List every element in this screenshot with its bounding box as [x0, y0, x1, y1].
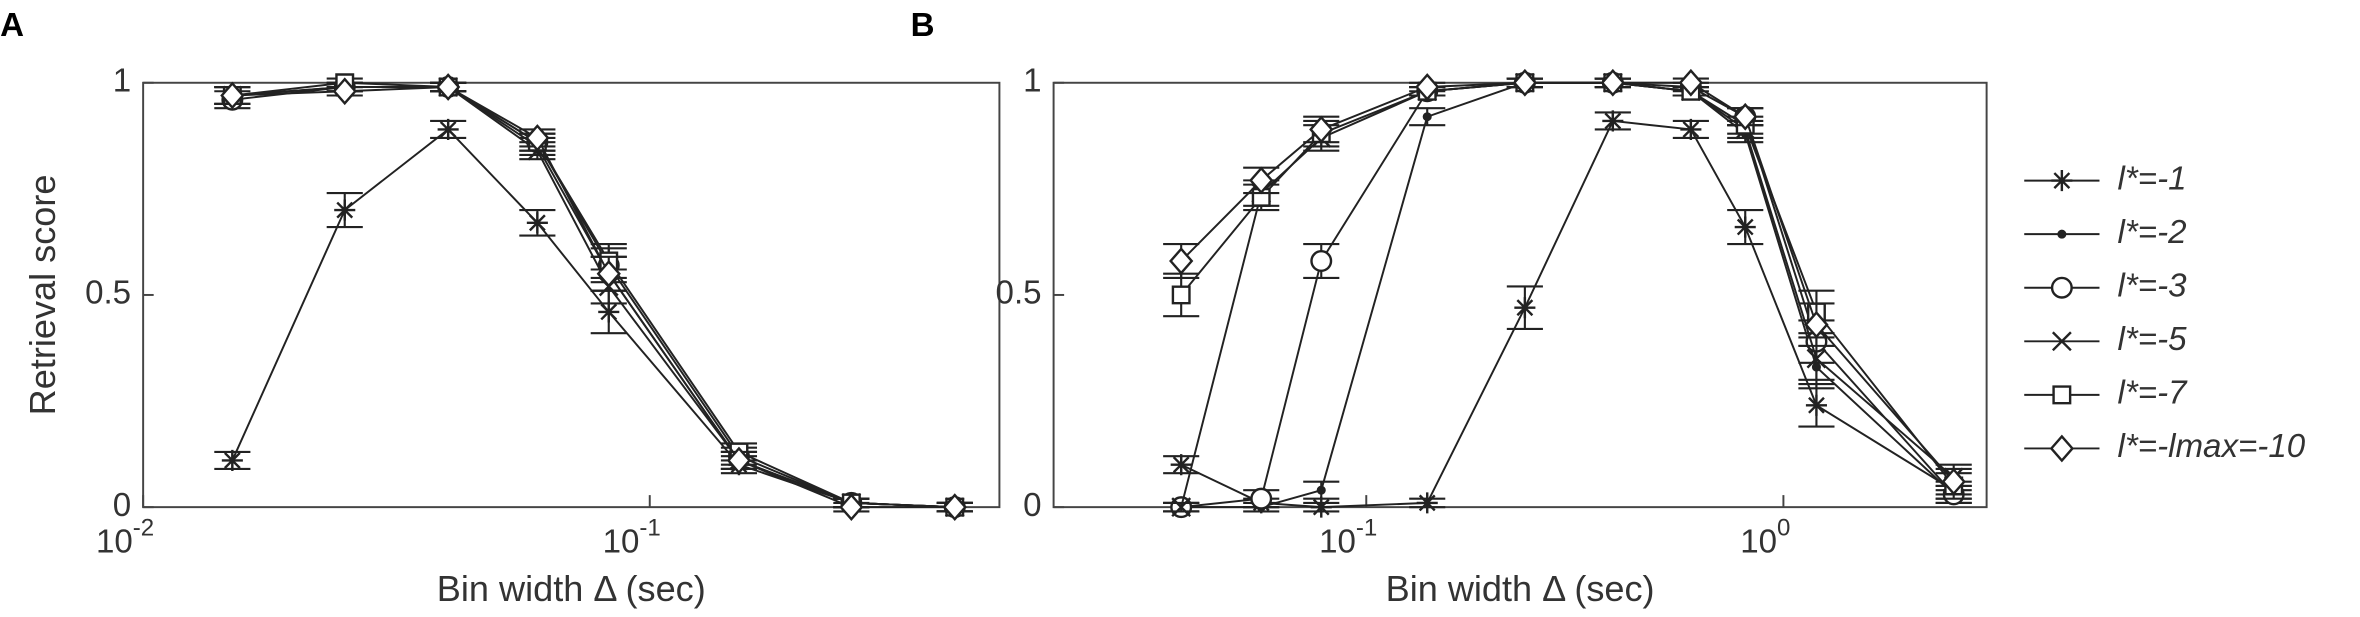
marker: [1249, 166, 1274, 195]
legend-marker: [2051, 331, 2072, 352]
marker: [1804, 310, 1829, 339]
marker: [1310, 250, 1333, 272]
y-tick-label: 0.5: [85, 275, 131, 312]
marker: [1415, 73, 1440, 101]
marker: [839, 493, 864, 522]
marker: [221, 449, 243, 471]
marker: [1941, 467, 1966, 496]
series-line: [232, 81, 955, 509]
x-tick-label: 10-1: [1319, 515, 1377, 560]
marker: [525, 124, 550, 152]
x-tick-label: 10-2: [96, 515, 154, 560]
y-tick-label: 0: [1023, 487, 1041, 524]
marker: [942, 493, 967, 522]
marker: [1310, 496, 1332, 518]
legend-label: l*=-7: [2118, 375, 2189, 412]
legend-marker: [2052, 385, 2072, 405]
y-tick-label: 0.5: [996, 275, 1042, 312]
series-line: [232, 86, 955, 509]
legend-label: l*=-2: [2118, 214, 2187, 251]
marker: [1806, 348, 1827, 369]
legend-label: l*=-lmax=-10: [2118, 428, 2306, 465]
marker: [598, 301, 620, 323]
series-line: [232, 86, 955, 509]
marker: [596, 259, 621, 288]
y-axis-label: Retrieval score: [22, 175, 63, 416]
marker: [1514, 297, 1536, 319]
marker: [1680, 118, 1702, 140]
marker: [1170, 454, 1192, 476]
marker: [1250, 487, 1273, 510]
marker: [1309, 115, 1334, 144]
plot-frame: [1052, 81, 1988, 509]
marker: [1316, 485, 1326, 495]
legend-label: l*=-1: [2118, 160, 2187, 197]
series-line: [1180, 81, 1955, 508]
panel-label: A: [0, 7, 24, 44]
series-line: [1180, 81, 1955, 483]
legend-label: l*=-5: [2118, 321, 2188, 358]
marker: [1600, 68, 1625, 97]
series-line: [1181, 81, 1955, 509]
marker: [332, 77, 357, 106]
marker: [1602, 110, 1624, 132]
marker: [334, 199, 356, 221]
series-line: [231, 128, 955, 509]
x-axis-label: Bin width Δ (sec): [437, 568, 706, 609]
x-tick-label: 100: [1740, 515, 1790, 560]
series-line: [232, 86, 955, 509]
marker: [437, 118, 459, 140]
legend-marker: [2050, 276, 2073, 299]
marker: [1512, 68, 1538, 97]
marker: [1422, 112, 1432, 122]
marker: [1416, 492, 1438, 514]
marker: [1171, 497, 1192, 518]
marker: [1678, 68, 1703, 97]
marker: [526, 212, 548, 234]
marker: [1733, 102, 1758, 131]
series-line: [232, 86, 955, 509]
marker: [220, 81, 245, 110]
marker: [726, 446, 752, 475]
y-tick-label: 0: [113, 487, 131, 524]
marker: [1734, 216, 1756, 238]
series-line: [1180, 81, 1955, 487]
legend-marker: [2057, 229, 2067, 239]
x-tick-label: 10-1: [603, 515, 661, 560]
series-line: [1180, 119, 1955, 509]
marker: [1171, 285, 1191, 305]
y-tick-label: 1: [1023, 63, 1041, 100]
panel-label: B: [911, 7, 935, 44]
legend-marker: [2051, 170, 2073, 192]
marker: [436, 73, 461, 101]
y-tick-label: 1: [113, 63, 131, 100]
series-line: [1181, 81, 1955, 509]
marker: [1169, 247, 1194, 275]
legend-label: l*=-3: [2118, 267, 2188, 304]
x-axis-label: Bin width Δ (sec): [1386, 568, 1655, 609]
plot-frame: [142, 81, 1001, 509]
legend-marker: [2049, 434, 2074, 463]
marker: [1805, 394, 1827, 416]
